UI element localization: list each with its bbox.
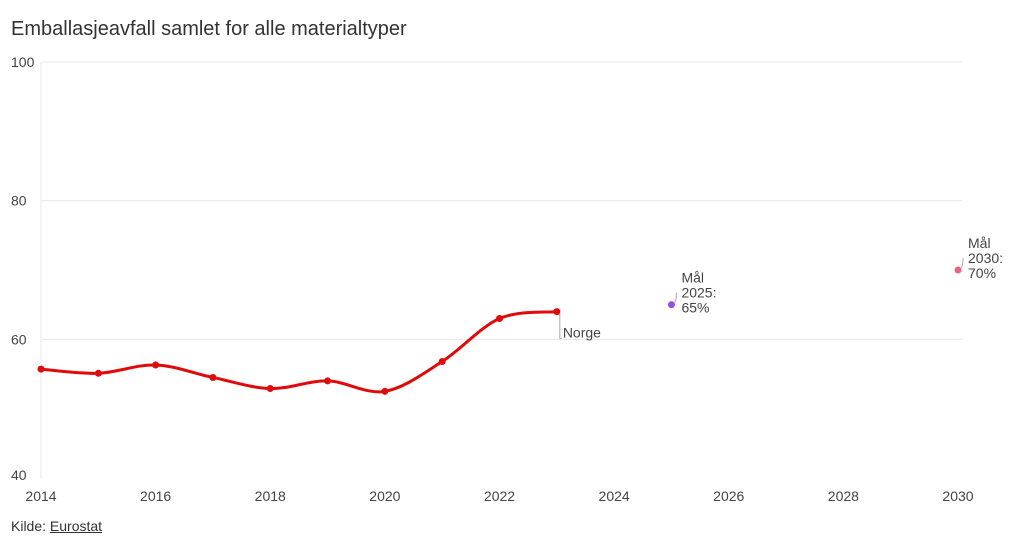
y-tick-label: 80 xyxy=(11,193,27,209)
x-tick-label: 2016 xyxy=(140,488,171,504)
data-point xyxy=(381,387,389,395)
target-label: 2025: xyxy=(681,285,716,301)
chart-title: Emballasjeavfall samlet for alle materia… xyxy=(11,18,407,40)
data-point xyxy=(496,315,503,323)
target-point xyxy=(954,266,962,274)
data-point xyxy=(438,358,446,366)
y-tick-label: 60 xyxy=(11,331,27,347)
source-link[interactable]: Eurostat xyxy=(49,518,103,534)
target-label: 65% xyxy=(681,300,709,316)
x-tick-label: 2020 xyxy=(369,488,400,504)
x-tick-label: 2018 xyxy=(255,488,286,504)
data-point xyxy=(94,369,102,377)
target-label: 2030: xyxy=(968,250,1003,266)
data-point xyxy=(324,377,332,385)
data-point xyxy=(152,361,160,369)
data-point xyxy=(266,385,274,393)
label-leader xyxy=(960,257,964,269)
x-tick-label: 2026 xyxy=(713,488,744,504)
series-line xyxy=(40,310,557,394)
data-point xyxy=(553,308,561,316)
x-tick-label: 2022 xyxy=(484,488,515,504)
data-point xyxy=(209,373,217,381)
label-leader xyxy=(674,292,677,304)
series-label: Norge xyxy=(563,325,601,341)
data-point xyxy=(37,365,45,373)
target-point xyxy=(667,301,675,309)
source-note: Kilde: Eurostat xyxy=(11,518,102,534)
x-tick-label: 2024 xyxy=(599,488,630,504)
source-prefix: Kilde: xyxy=(11,518,50,534)
x-tick-label: 2014 xyxy=(25,488,56,504)
target-label: Mål xyxy=(968,235,991,251)
y-tick-label: 40 xyxy=(11,467,27,483)
y-tick-label: 100 xyxy=(11,54,35,70)
label-leader xyxy=(559,313,562,340)
x-tick-label: 2030 xyxy=(942,488,973,504)
x-tick-label: 2028 xyxy=(828,488,859,504)
target-label: 70% xyxy=(968,265,996,281)
target-label: Mål xyxy=(681,270,704,286)
